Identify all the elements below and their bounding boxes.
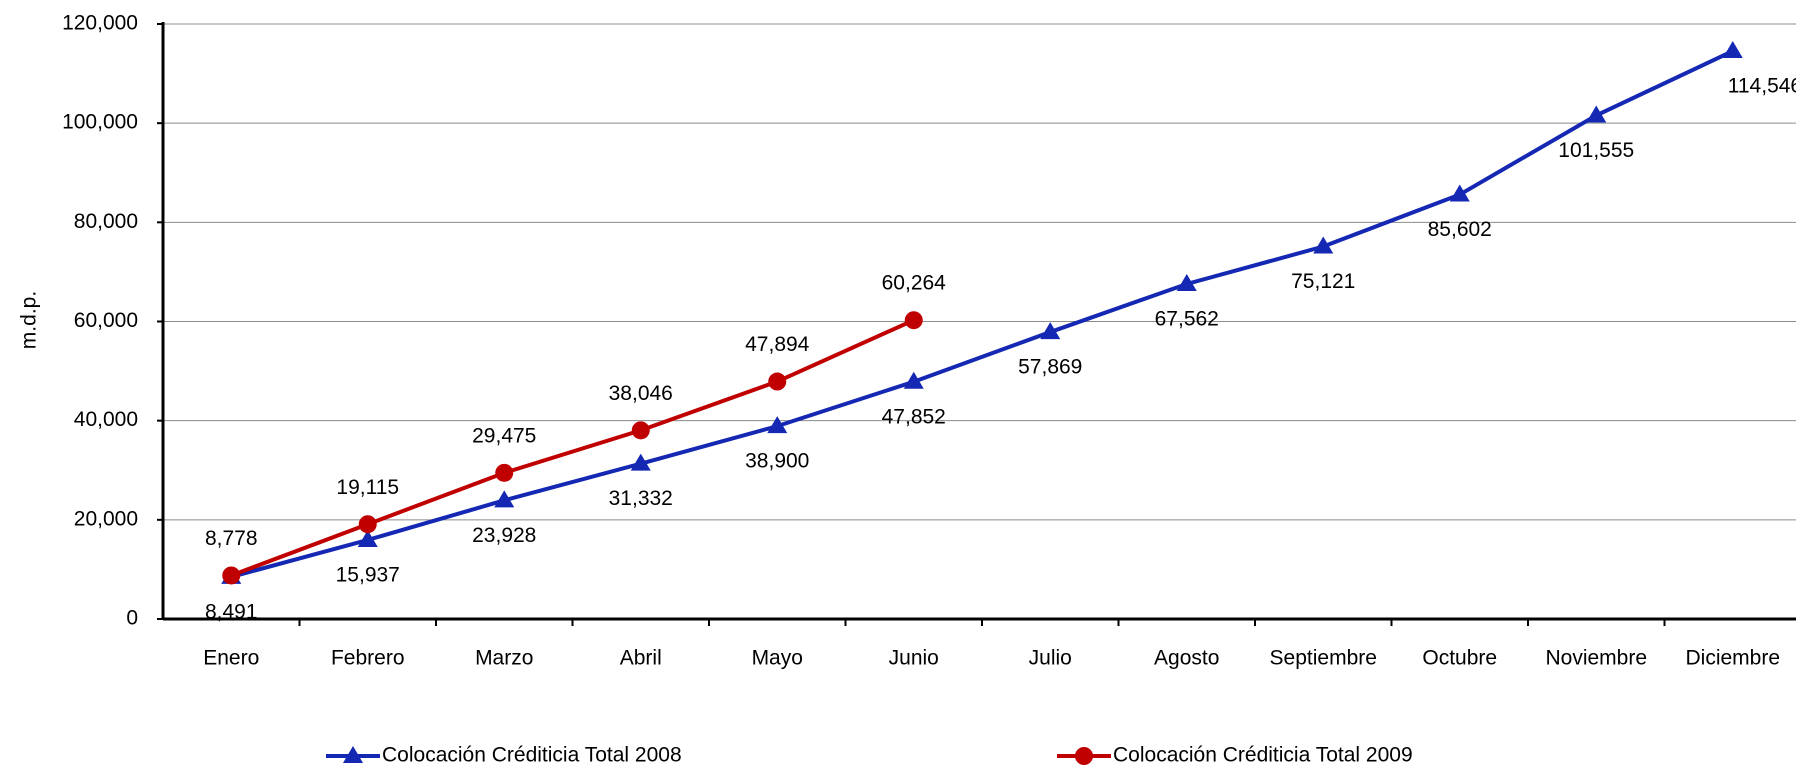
data-label: 8,778 — [205, 527, 258, 550]
data-label: 60,264 — [882, 272, 947, 295]
data-point — [495, 463, 514, 482]
y-tick-label: 40,000 — [74, 408, 138, 431]
x-tick-label: Agosto — [1154, 647, 1219, 670]
legend-label: Colocación Créditicia Total 2008 — [382, 744, 682, 767]
y-tick-label: 120,000 — [62, 12, 138, 35]
x-tick-label: Abril — [620, 647, 662, 670]
data-label: 47,894 — [745, 333, 810, 356]
data-label: 23,928 — [472, 524, 536, 547]
y-tick-label: 100,000 — [62, 111, 138, 134]
data-label: 101,555 — [1558, 139, 1634, 162]
y-tick-label: 20,000 — [74, 507, 138, 530]
x-tick-label: Noviembre — [1545, 647, 1647, 670]
data-point — [1040, 322, 1061, 340]
data-point — [222, 566, 241, 585]
data-label: 38,900 — [745, 450, 809, 473]
x-tick-label: Mayo — [752, 647, 803, 670]
data-point — [631, 421, 650, 440]
data-point — [903, 371, 924, 389]
x-tick-label: Enero — [203, 647, 259, 670]
data-label: 31,332 — [609, 487, 673, 510]
data-point — [358, 515, 377, 534]
data-point — [1176, 274, 1197, 292]
data-point — [768, 372, 787, 391]
data-label: 15,937 — [336, 564, 400, 587]
data-label: 19,115 — [336, 476, 399, 499]
data-point — [767, 416, 788, 434]
x-tick-label: Octubre — [1422, 647, 1497, 670]
data-point — [1449, 184, 1470, 202]
data-point — [1586, 105, 1607, 123]
data-point — [494, 490, 515, 508]
legend-marker — [1075, 747, 1093, 765]
series-line — [230, 49, 1734, 579]
data-point — [357, 529, 378, 547]
data-label: 8,491 — [205, 600, 258, 623]
data-label: 114,546 — [1728, 75, 1796, 98]
data-label: 85,602 — [1428, 218, 1492, 241]
legend-label: Colocación Créditicia Total 2009 — [1113, 744, 1413, 767]
data-point — [1722, 41, 1743, 59]
data-label: 67,562 — [1155, 308, 1219, 331]
data-label: 75,121 — [1291, 270, 1355, 293]
x-tick-label: Septiembre — [1270, 647, 1377, 670]
data-label: 29,475 — [472, 424, 536, 447]
data-label: 47,852 — [882, 405, 946, 428]
x-tick-label: Julio — [1029, 647, 1072, 670]
x-tick-label: Marzo — [475, 647, 533, 670]
data-point — [904, 311, 923, 330]
y-axis-label: m.d.p. — [18, 291, 41, 349]
x-tick-label: Febrero — [331, 647, 405, 670]
x-tick-label: Diciembre — [1685, 647, 1780, 670]
legend-marker — [343, 746, 363, 763]
data-point — [1313, 236, 1334, 254]
y-tick-label: 80,000 — [74, 210, 138, 233]
series-line — [230, 318, 915, 578]
data-point — [630, 453, 651, 471]
y-tick-label: 0 — [126, 607, 138, 630]
y-tick-label: 60,000 — [74, 309, 138, 332]
data-label: 38,046 — [609, 382, 673, 405]
data-label: 57,869 — [1018, 356, 1082, 379]
x-tick-label: Junio — [889, 647, 939, 670]
